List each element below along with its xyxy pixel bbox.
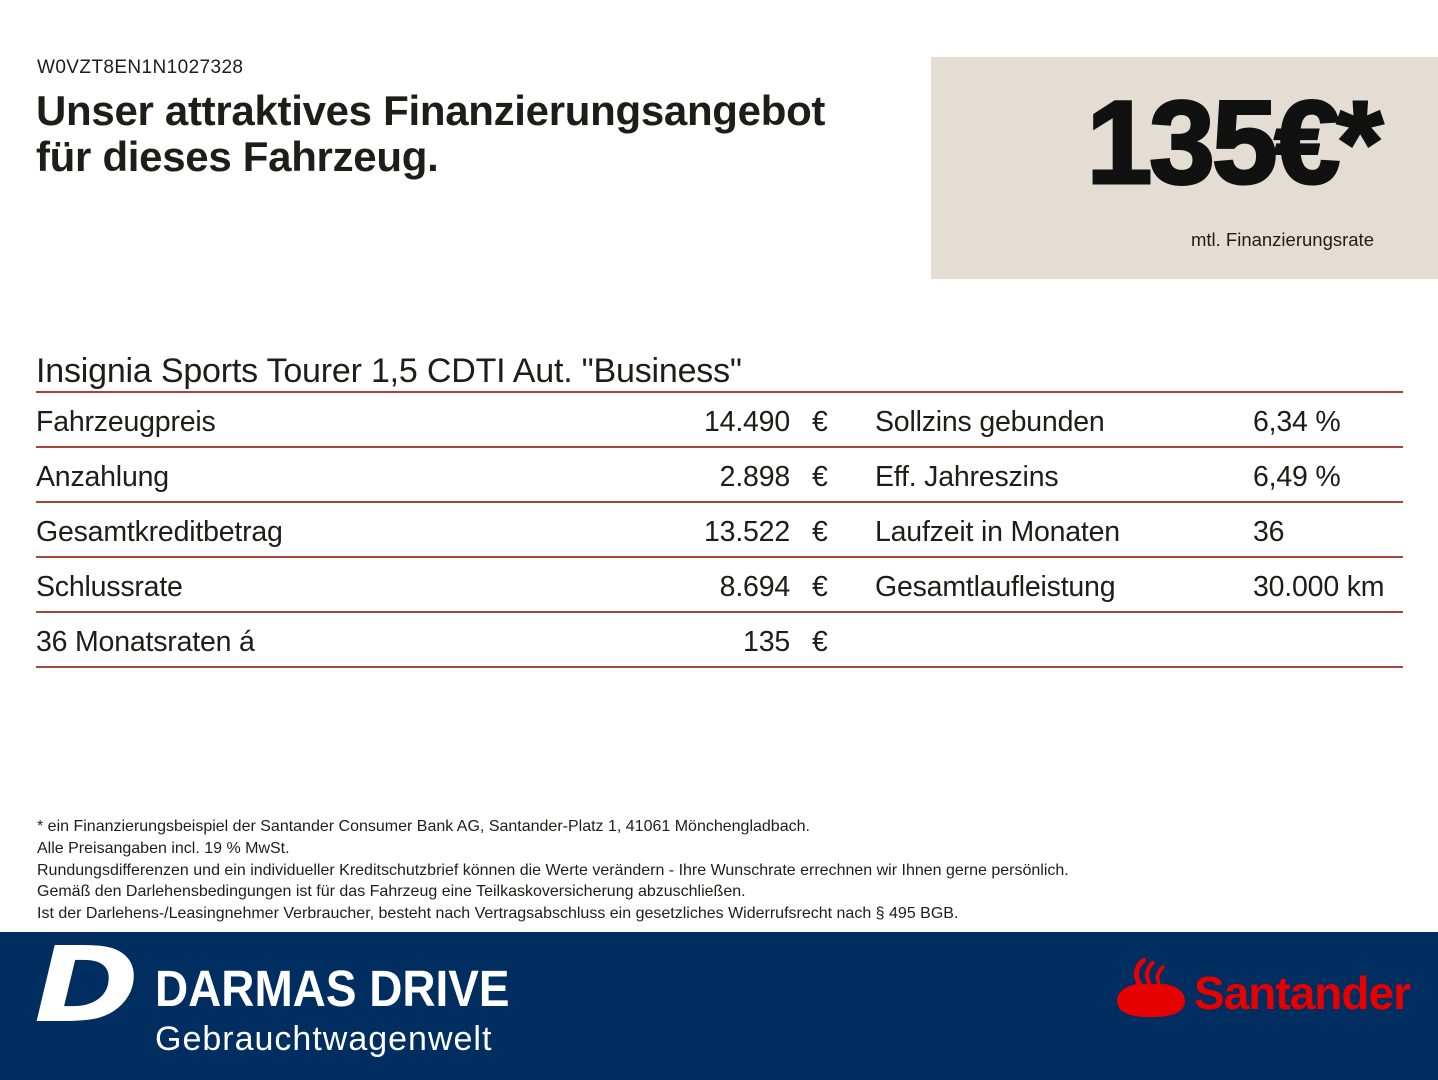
row-unit-left: € bbox=[812, 571, 828, 603]
row-value-right: 36 bbox=[1253, 516, 1285, 548]
row-label-right: Laufzeit in Monaten bbox=[875, 516, 1120, 548]
monthly-rate-box: 135€* mtl. Finanzierungsrate bbox=[931, 57, 1438, 279]
finance-row: Schlussrate 8.694 € Gesamtlaufleistung 3… bbox=[36, 558, 1403, 613]
row-value-right: 6,34 % bbox=[1253, 406, 1341, 438]
row-label-left: 36 Monatsraten á bbox=[36, 626, 255, 658]
row-value-left: 13.522 bbox=[704, 516, 790, 548]
row-label-right: Sollzins gebunden bbox=[875, 406, 1105, 438]
finance-row: Anzahlung 2.898 € Eff. Jahreszins 6,49 % bbox=[36, 448, 1403, 503]
row-unit-left: € bbox=[812, 461, 828, 493]
legal-line: Alle Preisangaben incl. 19 % MwSt. bbox=[37, 839, 290, 857]
row-label-left: Gesamtkreditbetrag bbox=[36, 516, 283, 548]
row-label-left: Schlussrate bbox=[36, 571, 183, 603]
vehicle-title: Insignia Sports Tourer 1,5 CDTI Aut. "Bu… bbox=[36, 352, 742, 390]
row-value-right: 30.000 km bbox=[1253, 571, 1385, 603]
finance-row: Fahrzeugpreis 14.490 € Sollzins gebunden… bbox=[36, 393, 1403, 448]
row-label-left: Fahrzeugpreis bbox=[36, 406, 216, 438]
row-value-left: 14.490 bbox=[704, 406, 790, 438]
row-unit-left: € bbox=[812, 516, 828, 548]
row-value-right: 6,49 % bbox=[1253, 461, 1341, 493]
legal-line: Rundungsdifferenzen und ein individuelle… bbox=[37, 861, 1069, 879]
row-label-left: Anzahlung bbox=[36, 461, 169, 493]
santander-flame-icon bbox=[1112, 957, 1190, 1027]
finance-row: 36 Monatsraten á 135 € bbox=[36, 613, 1403, 668]
row-value-left: 2.898 bbox=[719, 461, 791, 493]
row-label-right: Gesamtlaufleistung bbox=[875, 571, 1116, 603]
legal-disclaimer: * ein Finanzierungsbeispiel der Santande… bbox=[37, 816, 1069, 925]
finance-row: Gesamtkreditbetrag 13.522 € Laufzeit in … bbox=[36, 503, 1403, 558]
legal-line: Ist der Darlehens-/Leasingnehmer Verbrau… bbox=[37, 905, 959, 923]
headline-line-1: Unser attraktives Finanzierungsangebot bbox=[36, 87, 826, 134]
dealer-subtitle: Gebrauchtwagenwelt bbox=[155, 1020, 493, 1058]
legal-line: * ein Finanzierungsbeispiel der Santande… bbox=[37, 818, 810, 835]
row-value-left: 8.694 bbox=[719, 571, 791, 603]
santander-wordmark: Santander bbox=[1194, 966, 1411, 1019]
monthly-rate-amount: 135€* bbox=[1085, 76, 1384, 211]
finance-table: Fahrzeugpreis 14.490 € Sollzins gebunden… bbox=[36, 391, 1403, 668]
legal-line: Gemäß den Darlehensbedingungen ist für d… bbox=[37, 883, 746, 901]
vehicle-vin: W0VZT8EN1N1027328 bbox=[37, 57, 244, 78]
santander-logo: Santander bbox=[1112, 957, 1411, 1027]
row-unit-left: € bbox=[812, 626, 828, 658]
headline-line-2: für dieses Fahrzeug. bbox=[36, 133, 439, 180]
dealer-logo-d-icon: D bbox=[34, 924, 140, 1046]
page-title: Unser attraktives Finanzierungsangebot fü… bbox=[36, 88, 825, 180]
row-value-left: 135 bbox=[743, 626, 790, 658]
monthly-rate-label: mtl. Finanzierungsrate bbox=[1190, 229, 1374, 250]
row-label-right: Eff. Jahreszins bbox=[875, 461, 1059, 493]
row-unit-left: € bbox=[812, 406, 828, 438]
footer-bar: D DARMAS DRIVE Gebrauchtwagenwelt Santan… bbox=[0, 932, 1438, 1080]
dealer-name: DARMAS DRIVE bbox=[155, 960, 510, 1017]
